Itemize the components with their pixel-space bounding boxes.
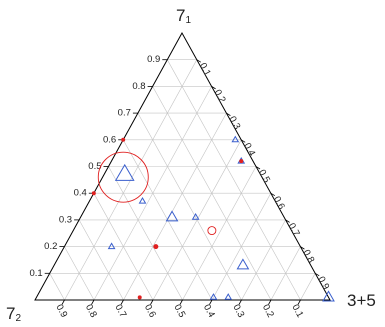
data-points [91, 135, 335, 302]
tick-label-right: 0.8 [301, 248, 317, 265]
triangle-marker [114, 163, 135, 181]
tick-label-right: 0.3 [227, 115, 243, 132]
tick-marks [44, 59, 320, 305]
vertex-label-left: 72 [6, 304, 21, 324]
tick-label-left: 0.3 [59, 214, 72, 225]
tick-label-left: 0.6 [103, 134, 116, 145]
triangle-marker [191, 213, 200, 220]
grid-line [93, 193, 154, 301]
tick-label-right: 0.7 [286, 221, 302, 238]
grid-line [64, 59, 198, 301]
grid-line [211, 193, 272, 301]
tick-label-bottom: 0.5 [172, 303, 188, 320]
tick-mark [120, 299, 124, 305]
triangle-marker [138, 196, 147, 204]
triangle-marker [107, 242, 116, 250]
triangle-marker [165, 210, 179, 222]
tick-mark [196, 59, 202, 63]
tick-label-bottom: 0.6 [142, 303, 158, 320]
tick-label-bottom: 0.3 [231, 303, 247, 320]
dot-marker [239, 159, 244, 164]
dot-marker [153, 244, 159, 250]
triangle-marker [322, 290, 335, 302]
tick-mark [314, 272, 320, 277]
tick-label-right: 0.6 [271, 195, 287, 212]
tick-label-right: 0.4 [241, 141, 257, 158]
tick-mark [211, 86, 216, 90]
tick-label-left: 0.1 [29, 268, 42, 279]
tick-label-bottom: 0.4 [201, 303, 217, 320]
triangle-marker [209, 293, 218, 300]
dot-marker [137, 295, 142, 300]
tick-mark [270, 192, 276, 197]
grid-line [270, 246, 301, 301]
triangle-marker [224, 293, 233, 300]
tick-label-bottom: 0.1 [290, 303, 306, 320]
triangle-marker [236, 258, 250, 270]
tick-mark [255, 166, 261, 170]
tick-mark [61, 299, 65, 305]
grid-line [167, 59, 301, 301]
tick-label-left: 0.4 [74, 188, 87, 199]
tick-mark [226, 112, 231, 116]
grid-lines [49, 59, 316, 301]
tick-label-left: 0.7 [118, 108, 131, 119]
grid-line [108, 166, 183, 301]
circle-marker [207, 226, 217, 236]
tick-label-bottom: 0.9 [54, 303, 70, 320]
dot-marker [91, 191, 96, 196]
tick-mark [300, 246, 305, 250]
grid-line [137, 112, 242, 301]
tick-mark [297, 299, 301, 305]
tick-mark [150, 299, 154, 305]
tick-label-bottom: 0.2 [260, 303, 276, 320]
vertex-label-right: 3+5 [347, 291, 376, 310]
tick-mark [209, 299, 213, 305]
tick-label-right: 0.1 [197, 61, 213, 78]
tick-mark [240, 139, 246, 143]
tick-mark [285, 219, 290, 223]
tick-mark [179, 299, 183, 305]
dot-marker [121, 137, 126, 142]
grid-line [123, 112, 227, 301]
tick-label-bottom: 0.7 [113, 303, 129, 320]
tick-label-right: 0.9 [315, 275, 331, 292]
tick-label-right: 0.5 [256, 168, 272, 185]
vertex-label-top: 71 [176, 6, 191, 26]
circle-marker [97, 151, 149, 203]
tick-label-left: 0.8 [132, 81, 145, 92]
tick-mark [91, 299, 95, 305]
triangle-marker [231, 135, 240, 143]
grid-line [64, 246, 95, 301]
grid-line [241, 219, 286, 301]
tick-label-bottom: 0.8 [83, 303, 99, 320]
tick-mark [268, 299, 272, 305]
grid-line [78, 219, 124, 301]
tick-label-left: 0.2 [44, 241, 57, 252]
grid-line [300, 273, 316, 301]
tick-mark [238, 299, 242, 305]
grid-line [49, 273, 65, 301]
tick-label-right: 0.2 [212, 88, 228, 105]
tick-labels: 0.1 0.1 0.9 0.2 0.2 0.8 0.3 0.3 0.7 0.4 0.4 0.6 0.5 0… [29, 54, 331, 319]
tick-label-left: 0.9 [147, 54, 160, 65]
grid-line [182, 166, 257, 301]
tick-label-left: 0.5 [88, 161, 101, 172]
